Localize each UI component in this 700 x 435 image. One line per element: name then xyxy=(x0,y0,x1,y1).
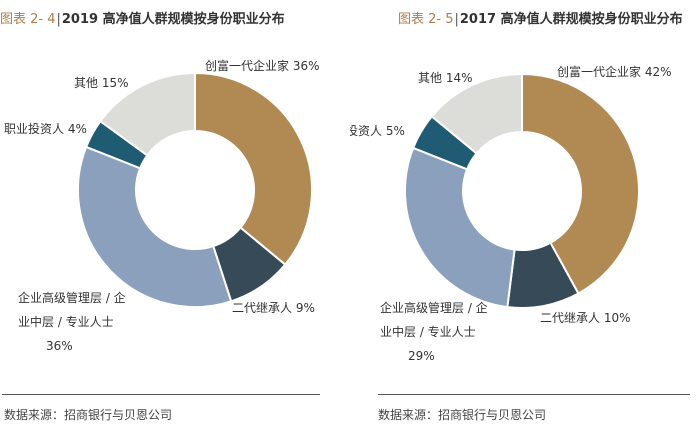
chart-title-prefix: 图表 2- 5 xyxy=(398,12,454,27)
slice-label-second-gen-heir: 二代继承人 10% xyxy=(540,311,631,325)
slice-label-second-gen-heir: 二代继承人 9% xyxy=(232,301,315,315)
chart-title-prefix: 图表 2- 4 xyxy=(0,12,56,27)
data-source-note: 数据来源：招商银行与贝恩公司 xyxy=(4,408,173,422)
donut-chart-2017: 创富一代企业家 42% 二代继承人 10% 企业高级管理层 / 企业中层 / 专业人… xyxy=(350,64,672,363)
chart-title-separator: | xyxy=(454,12,459,27)
donut-slice-senior-management-professional xyxy=(77,145,233,308)
chart-title-separator: | xyxy=(56,12,61,27)
donut-slice-other xyxy=(98,71,196,157)
slice-label-senior-management-professional: 企业高级管理层 / 企业中层 / 专业人士 36% xyxy=(18,290,126,353)
slice-label-founder-entrepreneur: 创富一代企业家 42% xyxy=(557,64,672,79)
chart-panel-2017: 图表 2- 5|2017 高净值人群规模按身份职业分布 创富一代企业家 42% 二… xyxy=(350,0,700,435)
slice-label-other: 其他 14% xyxy=(418,71,473,85)
chart-title: 图表 2- 5|2017 高净值人群规模按身份职业分布 xyxy=(398,8,683,27)
chart-title: 图表 2- 4|2019 高净值人群规模按身份职业分布 xyxy=(0,8,285,27)
donut-slice-founder-entrepreneur xyxy=(194,71,313,266)
divider-rule xyxy=(2,394,320,395)
slice-label-professional-investor: 职业投资人 5% xyxy=(350,123,405,138)
donut-slice-other xyxy=(430,72,523,155)
chart-title-text: 2017 高净值人群规模按身份职业分布 xyxy=(459,12,683,27)
slice-label-founder-entrepreneur: 创富一代企业家 36% xyxy=(205,58,320,73)
donut-slice-senior-management-professional xyxy=(404,146,516,309)
slice-label-professional-investor: 职业投资人 4% xyxy=(4,121,87,136)
divider-rule xyxy=(378,394,690,395)
slice-label-senior-management-professional: 企业高级管理层 / 企业中层 / 专业人士 29% xyxy=(380,300,488,363)
donut-chart-2019: 创富一代企业家 36% 二代继承人 9% 企业高级管理层 / 企业中层 / 专业人士… xyxy=(4,58,320,353)
data-source-note: 数据来源：招商银行与贝恩公司 xyxy=(378,408,547,422)
chart-panel-2019: 图表 2- 4|2019 高净值人群规模按身份职业分布 创富一代企业家 36% 二… xyxy=(0,8,320,422)
donut-slice-founder-entrepreneur xyxy=(521,72,640,295)
slice-label-other: 其他 15% xyxy=(74,76,129,90)
chart-title-text: 2019 高净值人群规模按身份职业分布 xyxy=(61,12,285,27)
